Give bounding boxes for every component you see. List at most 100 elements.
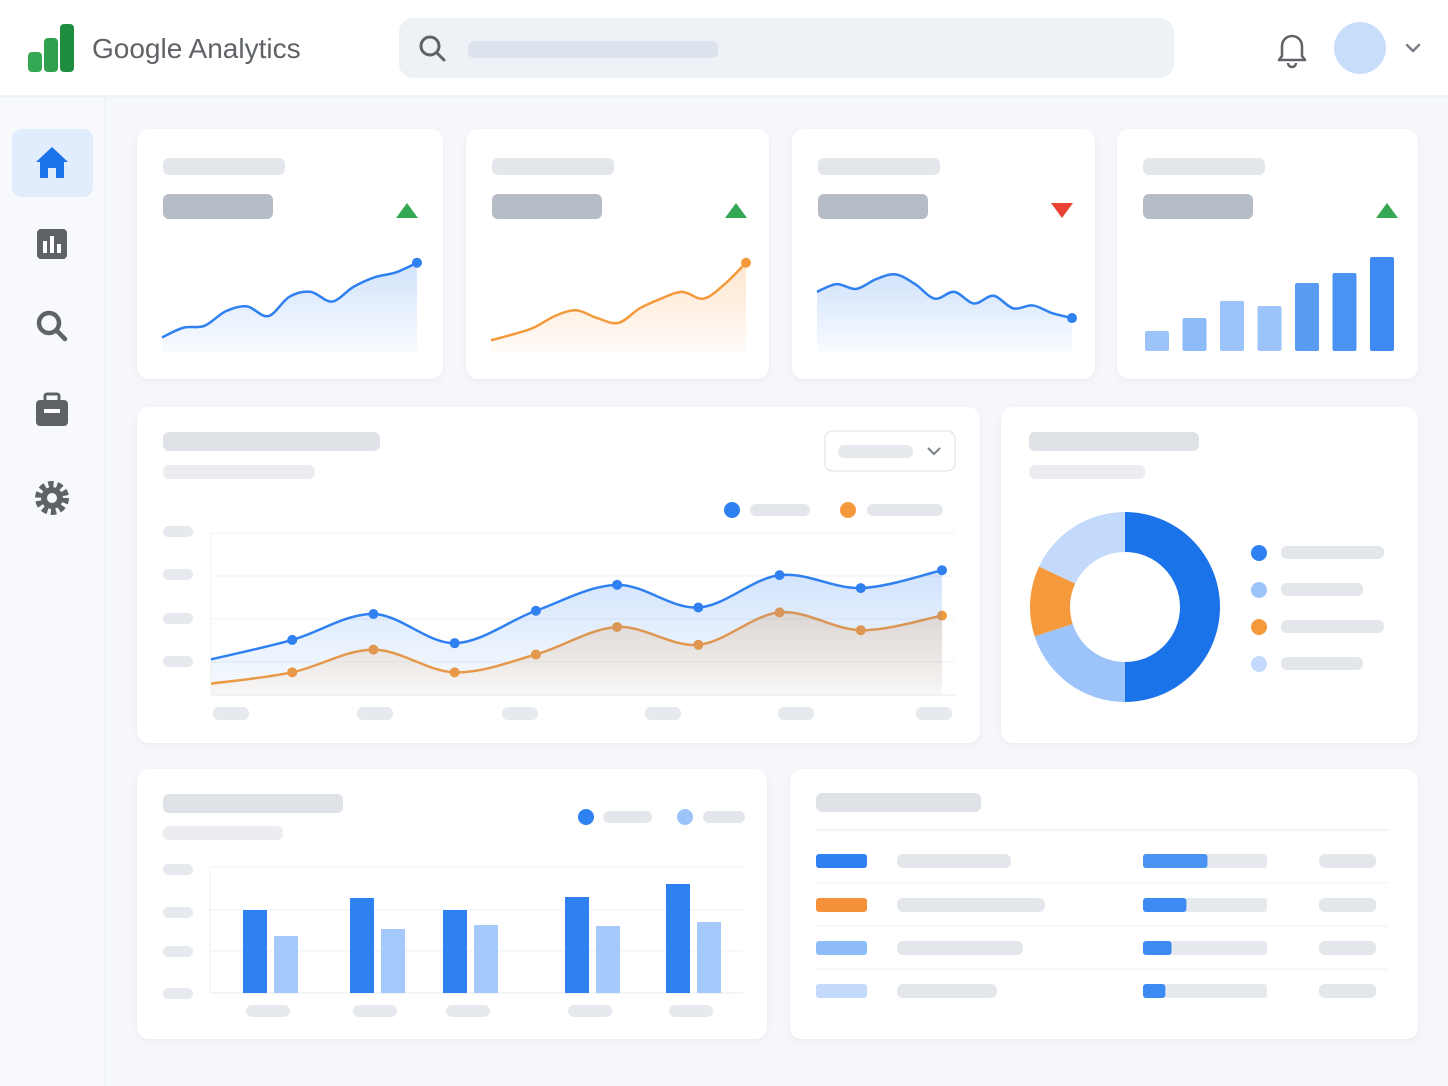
donut-segment [1039,512,1125,584]
donut-segment [1034,623,1125,702]
row-pill [816,984,867,998]
placeholder [163,988,193,999]
placeholder [213,707,249,720]
sparkline [161,261,418,339]
bar [243,910,267,993]
placeholder [1281,546,1384,559]
series-point [855,583,866,594]
placeholder [838,445,913,458]
series-point [612,579,623,590]
placeholder [163,946,193,957]
placeholder [163,158,285,175]
sparkline [490,261,747,342]
progress-fill [1143,941,1172,955]
bar [596,926,620,993]
placeholder [897,941,1023,955]
kpi-bar [1370,257,1394,351]
progress-fill [1143,898,1187,912]
bar [474,925,498,993]
placeholder [163,826,283,840]
placeholder [897,854,1011,868]
placeholder [492,194,602,219]
bar [381,929,405,993]
placeholder [778,707,814,720]
account-chevron[interactable] [1405,43,1421,53]
donut-segment [1030,566,1076,637]
placeholder [818,158,940,175]
sparkline-area [491,262,746,352]
placeholder [163,656,193,667]
kpi-bar [1145,331,1169,351]
placeholder [502,707,538,720]
sidebar [0,97,105,1086]
kpi-bar [1220,301,1244,351]
dropdown-chevron [927,447,941,456]
placeholder [1143,194,1253,219]
progress-track [1143,984,1267,998]
home-icon[interactable] [36,147,68,178]
series-point [287,634,298,645]
series-area [211,570,942,695]
kpi-bar [1257,306,1282,351]
placeholder [750,504,810,516]
kpi-bar [1332,273,1357,351]
legend-dot [578,809,594,825]
placeholder [669,1005,713,1017]
bar [666,884,690,993]
series-line [210,569,943,661]
trend-up [1376,203,1398,218]
settings-icon[interactable] [35,481,69,515]
placeholder [163,194,273,219]
legend-dot [724,502,740,518]
bell-icon[interactable] [1277,34,1307,69]
kpi-bar [1182,318,1207,351]
donut-segment [1125,512,1220,702]
placeholder [867,504,943,516]
placeholder [568,1005,612,1017]
placeholder [1319,941,1376,955]
placeholder [603,811,652,823]
placeholder [163,465,315,479]
legend-dot [1251,545,1267,561]
search-box[interactable] [399,18,1174,78]
placeholder [446,1005,490,1017]
trend-down [1051,203,1073,218]
series-point [368,609,379,619]
search-icon [419,35,446,62]
series-point [774,570,785,581]
placeholder [1319,984,1376,998]
sparkline-area [817,274,1072,352]
series-point [937,565,947,576]
explore-icon[interactable] [36,310,68,342]
placeholder [163,794,343,813]
progress-fill [1143,984,1166,998]
row-pill [816,941,867,955]
series-point [693,602,704,613]
placeholder [897,984,997,998]
row-pill [816,854,867,868]
app-title: Google Analytics [92,33,301,64]
placeholder [816,793,981,812]
legend-dot [840,502,856,518]
placeholder [163,907,193,918]
placeholder [1029,465,1145,479]
sparkline-area [162,262,417,352]
briefcase-icon[interactable] [36,392,68,426]
placeholder [163,569,193,580]
bar [274,936,298,993]
reports-icon[interactable] [37,229,67,259]
placeholder [1281,657,1363,670]
logo [28,24,74,72]
placeholder [357,707,393,720]
trend-up [396,203,418,218]
placeholder [1143,158,1265,175]
placeholder [818,194,928,219]
placeholder [353,1005,397,1017]
placeholder [163,432,380,451]
avatar[interactable] [1334,22,1386,74]
progress-track [1143,941,1267,955]
placeholder [163,526,193,537]
placeholder [1319,898,1376,912]
bar [443,910,467,993]
progress-fill [1143,854,1208,868]
